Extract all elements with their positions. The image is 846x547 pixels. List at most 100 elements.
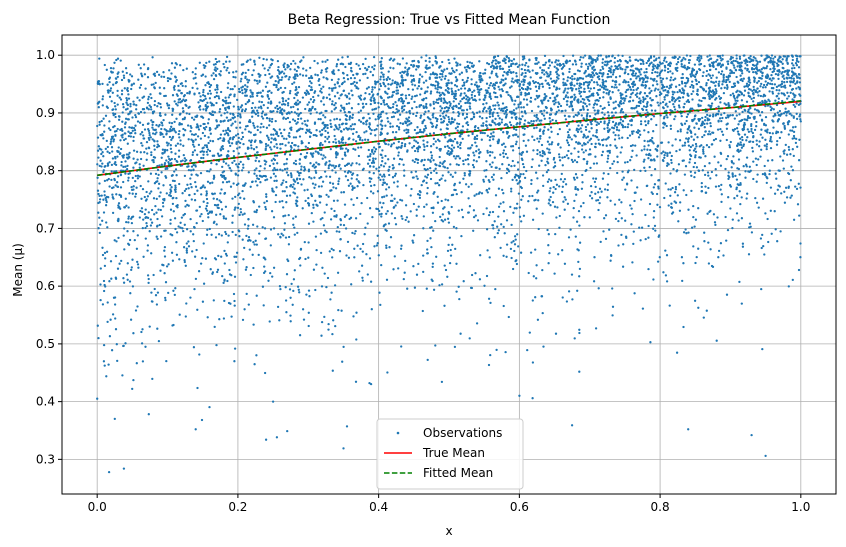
observation-point [285, 158, 289, 161]
observation-point [601, 75, 604, 78]
observation-point [454, 90, 457, 93]
observation-point [504, 61, 507, 65]
observation-point [305, 293, 308, 296]
observation-point [799, 242, 802, 245]
observation-point [124, 67, 128, 70]
observation-point [798, 115, 801, 118]
observation-point [631, 212, 634, 216]
observation-point [400, 345, 403, 348]
observation-point [278, 70, 281, 73]
observation-point [390, 212, 394, 215]
observation-point [588, 115, 592, 118]
observation-point [329, 119, 332, 122]
observation-point [320, 185, 323, 188]
observation-point [753, 80, 756, 83]
observation-point [369, 132, 372, 135]
observation-point [717, 161, 720, 164]
observation-point [586, 108, 589, 112]
observation-point [113, 61, 116, 64]
observation-point [460, 208, 464, 211]
observation-point [439, 72, 442, 76]
observation-point [652, 227, 655, 230]
observation-point [639, 169, 642, 173]
observation-point [575, 193, 578, 196]
observation-point [685, 137, 688, 140]
observation-point [208, 405, 211, 409]
observation-point [655, 148, 659, 152]
observation-point [477, 91, 480, 94]
observation-point [273, 83, 276, 87]
observation-point [742, 77, 745, 80]
observation-point [568, 67, 571, 71]
observation-point [731, 128, 735, 132]
observation-point [417, 66, 420, 69]
observation-point [693, 171, 697, 174]
observation-point [709, 133, 712, 136]
observation-point [284, 299, 288, 302]
observation-point [513, 103, 516, 106]
observation-point [352, 73, 355, 77]
observation-point [285, 137, 288, 141]
observation-point [145, 224, 149, 228]
observation-point [152, 160, 155, 164]
observation-point [708, 63, 711, 66]
observation-point [443, 68, 446, 71]
observation-point [781, 70, 784, 74]
observation-point [156, 168, 160, 172]
observation-point [478, 98, 481, 101]
observation-point [216, 67, 219, 71]
observation-point [368, 158, 371, 162]
observation-point [593, 74, 596, 77]
observation-point [410, 187, 413, 191]
observation-point [468, 205, 472, 208]
observation-point [165, 141, 169, 144]
observation-point [680, 91, 683, 94]
observation-point [654, 70, 657, 74]
observation-point [391, 167, 395, 170]
observation-point [504, 152, 508, 156]
observation-point [753, 117, 756, 120]
observation-point [715, 174, 718, 177]
observation-point [799, 94, 802, 97]
observation-point [365, 253, 368, 256]
observation-point [289, 89, 292, 93]
observation-point [252, 266, 255, 270]
observation-point [228, 60, 231, 63]
observation-point [704, 185, 707, 188]
observation-point [313, 186, 316, 189]
observation-point [620, 217, 623, 220]
observation-point [731, 175, 735, 178]
observation-point [644, 123, 648, 127]
observation-point [654, 58, 657, 62]
observation-point [533, 81, 536, 85]
observation-point [173, 188, 177, 191]
observation-point [435, 119, 439, 123]
observation-point [205, 190, 208, 193]
observation-point [487, 213, 491, 217]
observation-point [590, 142, 593, 146]
observation-point [472, 209, 476, 212]
observation-point [577, 260, 580, 264]
observation-point [169, 147, 173, 150]
observation-point [360, 201, 363, 205]
observation-point [787, 110, 790, 113]
observation-point [274, 200, 277, 204]
observation-point [183, 223, 186, 226]
observation-point [630, 155, 633, 159]
observation-point [692, 245, 695, 248]
observation-point [256, 151, 259, 154]
observation-point [526, 103, 529, 106]
observation-point [430, 156, 433, 160]
observation-point [251, 91, 254, 95]
observation-point [798, 81, 801, 84]
observation-point [320, 87, 323, 90]
observation-point [608, 151, 611, 154]
observation-point [613, 203, 617, 206]
observation-point [310, 177, 313, 180]
observation-point [519, 93, 523, 96]
observation-point [685, 193, 688, 197]
observation-point [116, 175, 120, 178]
observation-point [772, 57, 775, 60]
observation-point [747, 170, 750, 173]
observation-point [396, 81, 399, 84]
